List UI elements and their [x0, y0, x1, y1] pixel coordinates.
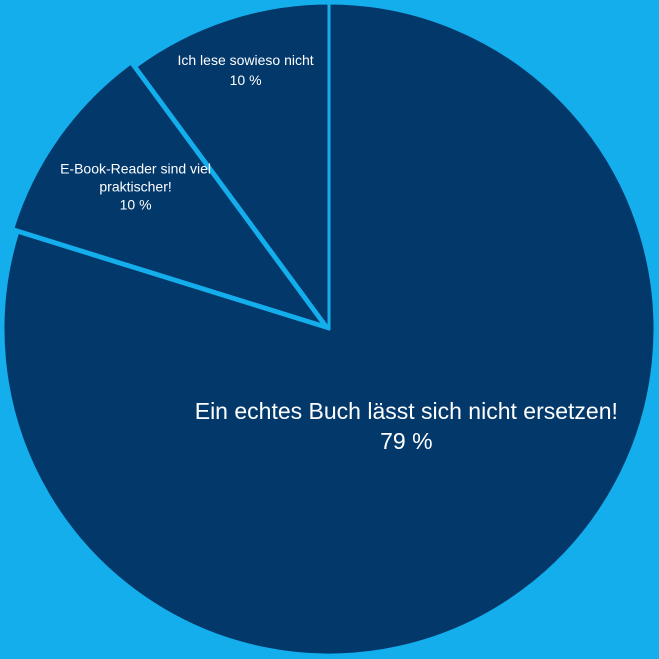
pie-slice-label-2: E-Book-Reader sind viel praktischer! 10 % — [60, 160, 211, 212]
slice-category-label: E-Book-Reader sind viel — [60, 160, 211, 176]
slice-category-label: Ich lese sowieso nicht — [177, 52, 313, 68]
slice-category-label: praktischer! — [99, 178, 171, 194]
slice-category-label: Ein echtes Buch lässt sich nicht ersetze… — [195, 398, 618, 424]
slice-value-label: 10 % — [230, 72, 262, 88]
pie-labels: Ein echtes Buch lässt sich nicht ersetze… — [60, 52, 618, 454]
slice-value-label: 79 % — [380, 428, 432, 454]
pie-slice-2[interactable] — [11, 61, 326, 328]
pie-slice-label-3: Ich lese sowieso nicht 10 % — [177, 52, 313, 88]
pie-slice-label-1: Ein echtes Buch lässt sich nicht ersetze… — [195, 398, 618, 454]
pie-slice-3[interactable] — [134, 1, 331, 331]
slice-value-label: 10 % — [120, 196, 152, 212]
